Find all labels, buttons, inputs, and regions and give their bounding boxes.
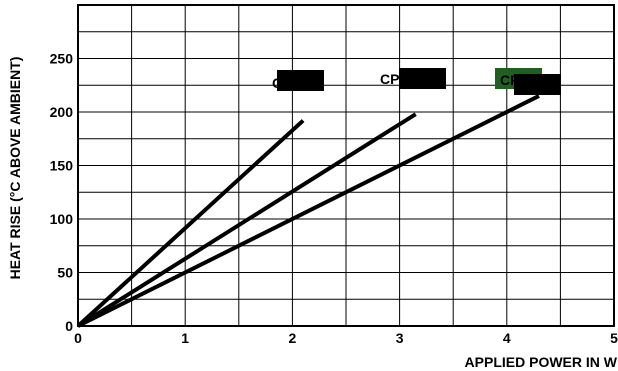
- y-tick-label: 100: [50, 211, 74, 227]
- series-lines: [76, 94, 540, 328]
- series-line-3: [77, 94, 540, 328]
- x-tick-label: 0: [74, 330, 82, 346]
- y-tick-label: 0: [65, 318, 73, 334]
- x-tick-labels: 0 1 2 3 4 5: [74, 330, 618, 346]
- redaction-box: [277, 70, 324, 91]
- x-axis-title: APPLIED POWER IN W: [465, 354, 618, 370]
- x-tick-label: 3: [396, 330, 404, 346]
- series-line-1: [76, 119, 305, 328]
- x-tick-label: 4: [503, 330, 511, 346]
- redaction-box: [399, 68, 446, 89]
- y-tick-label: 200: [50, 104, 74, 120]
- y-tick-labels: 0 50 100 150 200 250: [50, 51, 74, 335]
- y-tick-label: 150: [50, 158, 74, 174]
- series-labels: CCPCPF3: [272, 68, 561, 95]
- x-tick-label: 1: [181, 330, 189, 346]
- series-line-2: [76, 112, 417, 328]
- plot-frame: [77, 4, 615, 327]
- series-label-2: CP: [380, 71, 399, 87]
- x-tick-label: 5: [610, 330, 618, 346]
- redaction-box: [514, 74, 561, 95]
- x-tick-label: 2: [289, 330, 297, 346]
- y-tick-label: 250: [50, 51, 74, 67]
- y-axis-title: HEAT RISE (°C ABOVE AMBIENT): [7, 57, 23, 280]
- y-tick-label: 50: [57, 265, 73, 281]
- grid: [78, 5, 614, 326]
